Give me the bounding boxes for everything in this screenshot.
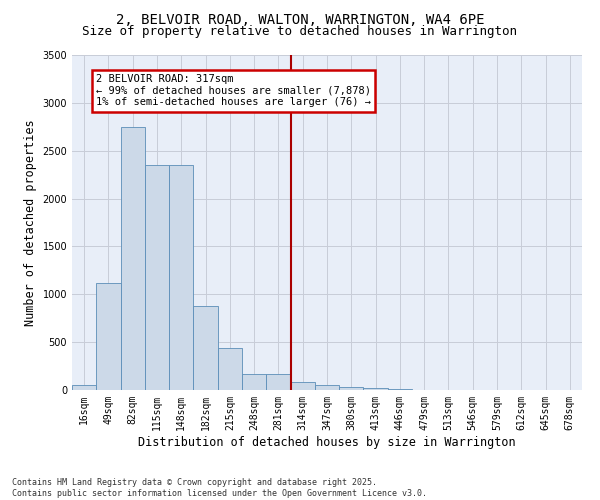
Bar xyxy=(266,374,290,390)
Bar xyxy=(145,165,169,390)
Bar xyxy=(315,385,339,390)
Y-axis label: Number of detached properties: Number of detached properties xyxy=(24,119,37,326)
Bar xyxy=(388,389,412,390)
Text: 2, BELVOIR ROAD, WALTON, WARRINGTON, WA4 6PE: 2, BELVOIR ROAD, WALTON, WARRINGTON, WA4… xyxy=(116,12,484,26)
Bar xyxy=(218,348,242,390)
Bar xyxy=(193,306,218,390)
Bar xyxy=(169,165,193,390)
Text: Contains HM Land Registry data © Crown copyright and database right 2025.
Contai: Contains HM Land Registry data © Crown c… xyxy=(12,478,427,498)
Bar xyxy=(242,374,266,390)
Bar xyxy=(72,385,96,390)
Bar xyxy=(339,386,364,390)
Text: 2 BELVOIR ROAD: 317sqm
← 99% of detached houses are smaller (7,878)
1% of semi-d: 2 BELVOIR ROAD: 317sqm ← 99% of detached… xyxy=(96,74,371,108)
Bar xyxy=(121,127,145,390)
Text: Size of property relative to detached houses in Warrington: Size of property relative to detached ho… xyxy=(83,25,517,38)
Bar xyxy=(290,382,315,390)
X-axis label: Distribution of detached houses by size in Warrington: Distribution of detached houses by size … xyxy=(138,436,516,448)
Bar xyxy=(364,388,388,390)
Bar xyxy=(96,283,121,390)
